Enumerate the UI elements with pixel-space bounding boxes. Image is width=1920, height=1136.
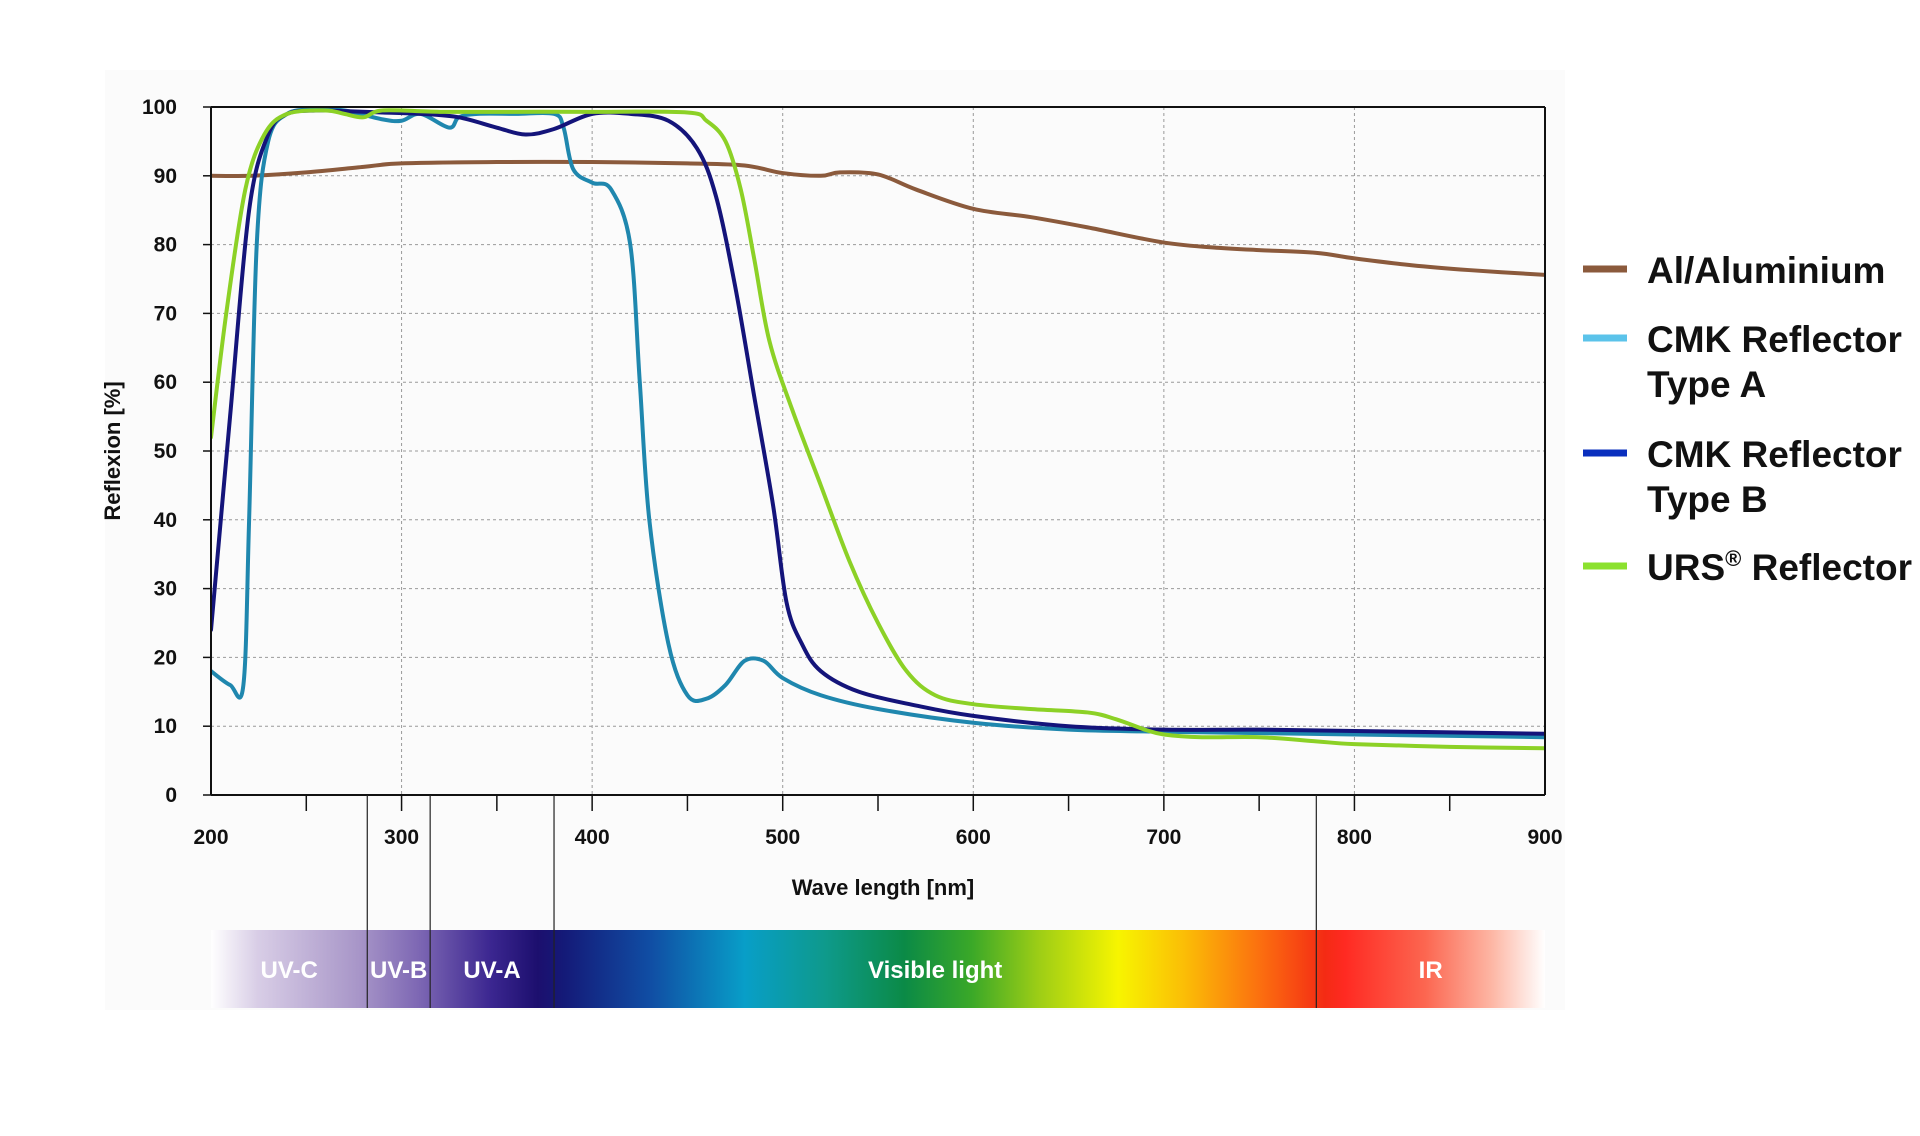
series-line-urs <box>211 108 1545 751</box>
band-label: UV-A <box>463 957 520 984</box>
legend: Al/Aluminium CMK Reflector Type A CMK Re… <box>1583 250 1912 588</box>
x-tick-label: 200 <box>193 826 228 849</box>
legend-label-type-b-line2: Type B <box>1647 479 1768 520</box>
legend-label-urs-sup: ® <box>1725 546 1741 571</box>
spectrum-bands: UV-C UV-B UV-A Visible light IR <box>260 795 1443 1008</box>
chart-background <box>105 70 1565 1010</box>
y-tick-label: 100 <box>142 96 177 119</box>
legend-label-type-a-line2: Type A <box>1647 364 1766 405</box>
y-tick-label: 80 <box>154 234 177 257</box>
y-tick-label: 40 <box>154 509 177 532</box>
y-tick-label: 10 <box>154 715 177 738</box>
x-tick-labels: 200 300 400 500 600 700 800 900 <box>193 826 1562 849</box>
y-axis-title: Reflexion [%] <box>100 381 125 520</box>
legend-item-urs: URS® Reflector <box>1583 546 1912 588</box>
band-label: IR <box>1419 957 1443 984</box>
band-label: Visible light <box>868 957 1002 984</box>
x-axis-title: Wave length [nm] <box>792 875 975 900</box>
minor-tick-marks <box>203 106 1451 811</box>
data-series <box>211 107 1545 751</box>
y-tick-label: 30 <box>154 578 177 601</box>
y-tick-label: 60 <box>154 371 177 394</box>
x-tick-label: 800 <box>1337 826 1372 849</box>
band-label: UV-C <box>260 957 317 984</box>
series-line-al-aluminium <box>211 159 1545 277</box>
legend-label-type-b-line1: CMK Reflector <box>1647 434 1902 475</box>
legend-item-al: Al/Aluminium <box>1583 250 1885 291</box>
y-tick-labels: 0 10 20 30 40 50 60 70 80 90 100 <box>142 96 177 807</box>
axes <box>210 106 1546 796</box>
plot-area: 0 10 20 30 40 50 60 70 80 90 100 200 300 400 500 600 70… <box>142 96 1563 849</box>
y-tick-label: 50 <box>154 440 177 463</box>
x-tick-label: 500 <box>765 826 800 849</box>
band-label: UV-B <box>370 957 427 984</box>
spectrum-bar: UV-C UV-B UV-A Visible light IR <box>211 795 1545 1008</box>
spectrum-gradient <box>211 930 1545 1008</box>
legend-label-urs-main: URS <box>1647 547 1725 588</box>
x-tick-label: 300 <box>384 826 419 849</box>
x-tick-label: 700 <box>1146 826 1181 849</box>
legend-item-type-b: CMK Reflector Type B <box>1583 434 1902 520</box>
x-tick-label: 900 <box>1527 826 1562 849</box>
y-tick-label: 20 <box>154 646 177 669</box>
legend-item-type-a: CMK Reflector Type A <box>1583 319 1902 405</box>
x-tick-label: 400 <box>575 826 610 849</box>
y-tick-label: 90 <box>154 165 177 188</box>
legend-label-urs: URS® Reflector <box>1647 546 1912 588</box>
x-tick-label: 600 <box>956 826 991 849</box>
legend-label-type-a-line1: CMK Reflector <box>1647 319 1902 360</box>
y-tick-label: 0 <box>165 784 177 807</box>
y-tick-label: 70 <box>154 302 177 325</box>
legend-label-urs-rest: Reflector <box>1741 547 1912 588</box>
legend-label-al: Al/Aluminium <box>1647 250 1885 291</box>
